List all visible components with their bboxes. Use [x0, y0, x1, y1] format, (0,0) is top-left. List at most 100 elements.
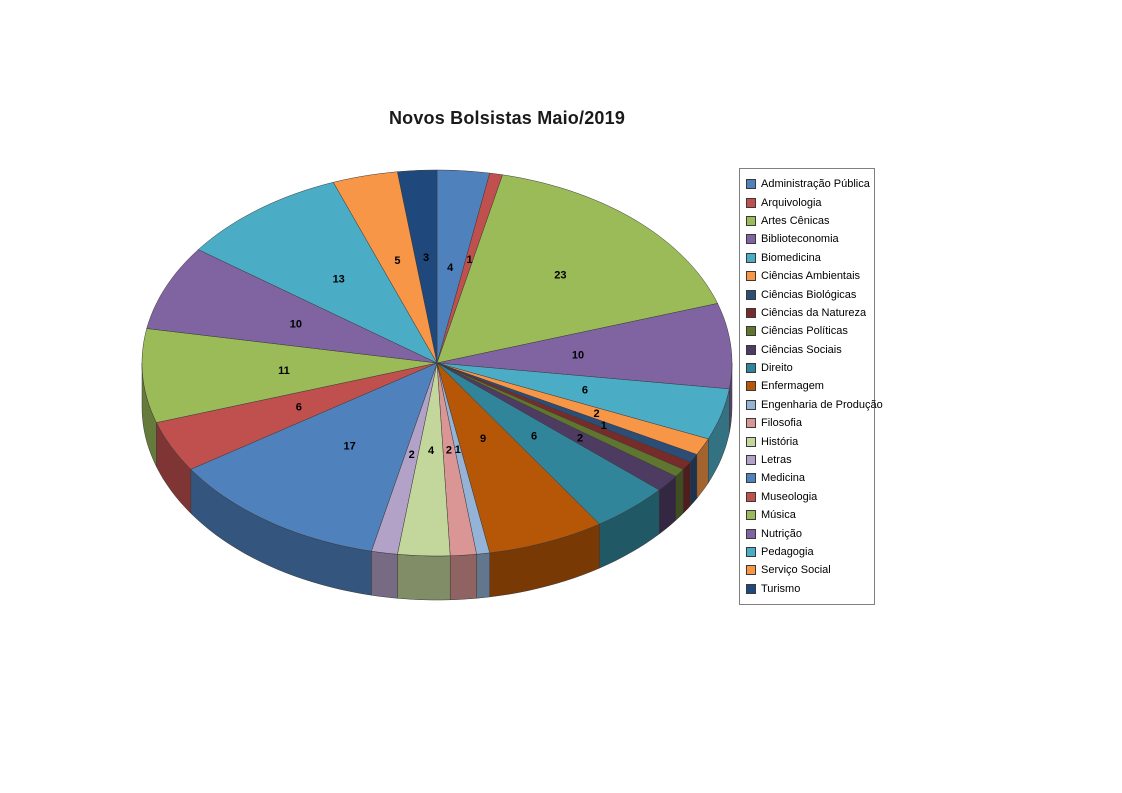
legend-swatch-icon: [746, 473, 756, 484]
legend-item: Direito: [746, 359, 870, 377]
slice-value-label: 17: [343, 441, 355, 453]
legend-swatch-icon: [746, 234, 756, 245]
legend-item: Ciências Políticas: [746, 322, 870, 340]
slice-value-label: 11: [278, 365, 290, 377]
legend-item: Medicina: [746, 469, 870, 487]
legend-item: Turismo: [746, 580, 870, 598]
legend-swatch-icon: [746, 363, 756, 374]
legend-label: Filosofia: [761, 417, 802, 430]
pie-slice: [397, 169, 438, 364]
pie-slice-side: [449, 554, 477, 601]
legend-label: Direito: [761, 362, 793, 375]
legend-swatch-icon: [746, 547, 756, 557]
legend-swatch-icon: [746, 418, 756, 429]
legend-label: Ciências da Natureza: [761, 306, 867, 319]
legend-label: Ciências Sociais: [761, 343, 842, 356]
legend-item: Filosofia: [746, 414, 870, 432]
legend-label: Medicina: [761, 472, 806, 485]
legend-label: Engenharia de Produção: [761, 398, 883, 411]
legend-swatch-icon: [746, 399, 756, 410]
pie-sides: [141, 362, 733, 601]
legend-swatch-icon: [746, 215, 756, 226]
pie-slice-side: [675, 468, 684, 521]
pie-slice: [156, 362, 438, 470]
legend-label: História: [761, 435, 799, 448]
legend-label: Ciências Políticas: [761, 325, 848, 338]
slice-value-label: 2: [409, 449, 415, 461]
legend-label: Turismo: [761, 582, 801, 595]
legend-item: Engenharia de Produção: [746, 396, 883, 414]
slice-value-label: 4: [447, 262, 454, 274]
legend-item: Enfermagem: [746, 377, 870, 395]
legend-item: Serviço Social: [746, 561, 870, 579]
slice-value-label: 2: [593, 408, 599, 420]
pie-slice: [436, 362, 600, 554]
legend-label: Museologia: [761, 490, 818, 503]
pie-slice: [332, 171, 438, 364]
slice-value-label: 1: [455, 444, 461, 456]
slice-value-label: 10: [290, 319, 302, 331]
legend-item: Ciências Biológicas: [746, 285, 870, 303]
legend: Administração Pública Arquivologia Artes C…: [739, 168, 883, 605]
pie-slice: [146, 249, 438, 364]
legend-label: Serviço Social: [761, 564, 831, 577]
legend-item: Pedagogia: [746, 543, 870, 561]
legend-swatch-icon: [746, 289, 756, 300]
legend-swatch-icon: [746, 436, 756, 447]
legend-item: Biblioteconomia: [746, 230, 870, 248]
slice-value-label: 4: [428, 445, 435, 457]
legend-swatch-icon: [746, 252, 756, 263]
pie-slice: [436, 362, 730, 440]
legend-label: Enfermagem: [761, 380, 824, 393]
slice-value-label: 1: [601, 420, 607, 432]
pie-slice-side: [689, 453, 698, 507]
slice-value-label: 10: [572, 350, 584, 362]
slice-value-label: 23: [554, 270, 566, 282]
legend-swatch-icon: [746, 307, 756, 318]
legend-swatch-icon: [746, 455, 756, 466]
slice-value-label: 1: [466, 254, 472, 266]
pie-slice: [397, 362, 451, 557]
legend-swatch-icon: [746, 491, 756, 502]
slice-value-label: 6: [531, 431, 537, 443]
legend-label: Biblioteconomia: [761, 233, 839, 246]
legend-item: Ciências Ambientais: [746, 267, 870, 285]
legend-label: Ciências Biológicas: [761, 288, 857, 301]
pie-slice-side: [371, 550, 398, 599]
legend-swatch-icon: [746, 197, 756, 208]
legend-item: Ciências da Natureza: [746, 304, 870, 322]
legend-swatch-icon: [746, 344, 756, 355]
legend-label: Pedagogia: [761, 546, 814, 558]
legend-label: Administração Pública: [761, 178, 870, 191]
legend-swatch-icon: [746, 381, 756, 392]
legend-label: Letras: [761, 454, 792, 467]
slice-value-label: 13: [333, 274, 345, 286]
legend-swatch-icon: [746, 271, 756, 282]
legend-label: Biomedicina: [761, 251, 821, 264]
pie-slice-side: [476, 552, 490, 599]
legend-item: Nutrição: [746, 524, 870, 542]
pie-slice: [436, 174, 718, 364]
legend-label: Ciências Ambientais: [761, 270, 861, 283]
legend-item: Administração Pública: [746, 175, 870, 193]
pie-tops: [141, 169, 733, 557]
slice-value-label: 2: [446, 445, 452, 457]
slice-value-label: 6: [296, 402, 302, 414]
legend-item: Ciências Sociais: [746, 341, 870, 359]
legend-item: Artes Cênicas: [746, 212, 870, 230]
slice-value-label: 2: [577, 433, 583, 445]
legend-swatch-icon: [746, 528, 756, 539]
legend-swatch-icon: [746, 510, 756, 521]
slice-value-label: 3: [423, 252, 429, 264]
slice-value-label: 9: [480, 433, 486, 445]
legend-label: Arquivologia: [761, 196, 822, 209]
legend-label: Nutrição: [761, 527, 802, 540]
legend-swatch-icon: [746, 565, 756, 576]
pie-slice: [436, 362, 660, 525]
pie-slice: [190, 362, 438, 552]
slice-value-label: 6: [582, 385, 588, 397]
slice-value-label: 5: [394, 255, 400, 267]
